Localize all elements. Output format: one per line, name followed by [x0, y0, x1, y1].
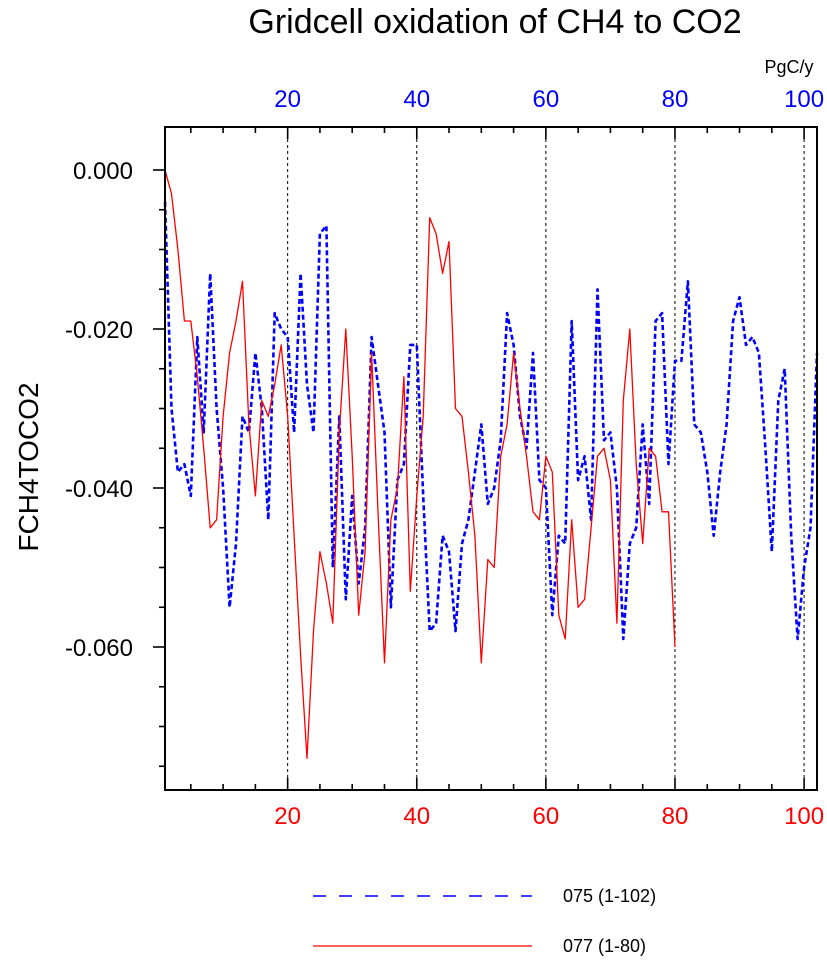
series-line-2 — [164, 169, 676, 759]
plot-frame — [164, 126, 818, 791]
x-tick-label-bottom: 20 — [274, 803, 301, 830]
x-tick-label-top: 80 — [662, 86, 689, 113]
x-tick-label-bottom: 40 — [403, 803, 430, 830]
legend-label-1: 075 (1-102) — [563, 886, 656, 906]
series-group — [163, 169, 819, 759]
legend: 075 (1-102) 077 (1-80) — [313, 886, 656, 956]
x-tick-label-top: 40 — [403, 86, 430, 113]
legend-label-2: 077 (1-80) — [563, 936, 646, 956]
x-tick-label-bottom: 60 — [533, 803, 560, 830]
y-tick-label: -0.060 — [65, 635, 133, 662]
x-tick-label-bottom: 80 — [662, 803, 689, 830]
x-tick-label-top: 60 — [533, 86, 560, 113]
top-axis-unit-label: PgC/y — [764, 57, 813, 77]
chart-title: Gridcell oxidation of CH4 to CO2 — [248, 3, 741, 41]
y-tick-label: 0.000 — [73, 158, 133, 185]
x-tick-label-bottom: 100 — [784, 803, 824, 830]
x-tick-label-top: 20 — [274, 86, 301, 113]
series-line-1 — [163, 201, 819, 641]
y-tick-label: -0.020 — [65, 317, 133, 344]
y-axis-label: FCH4TOCO2 — [13, 382, 44, 551]
y-tick-label: -0.040 — [65, 476, 133, 503]
x-tick-label-top: 100 — [784, 86, 824, 113]
axes: 20 20 40 40 60 60 80 80 100 100 0.000 -0.020 -0.040 -… — [65, 86, 824, 830]
